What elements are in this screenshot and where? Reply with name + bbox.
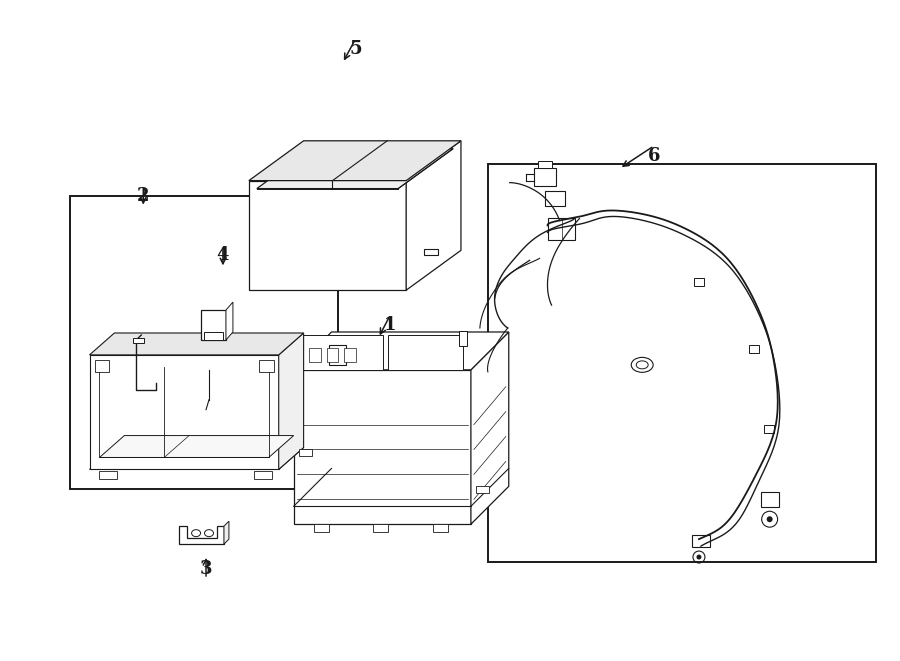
Bar xyxy=(276,288,294,295)
Text: 2: 2 xyxy=(137,186,149,204)
Polygon shape xyxy=(226,302,233,340)
Polygon shape xyxy=(459,331,467,346)
Ellipse shape xyxy=(328,362,346,368)
Polygon shape xyxy=(313,524,328,532)
Text: 4: 4 xyxy=(217,247,230,264)
Bar xyxy=(694,278,704,286)
Circle shape xyxy=(767,516,772,522)
Polygon shape xyxy=(388,335,463,370)
Polygon shape xyxy=(201,310,226,340)
Polygon shape xyxy=(328,345,346,365)
Polygon shape xyxy=(293,370,471,524)
Polygon shape xyxy=(760,492,778,507)
Polygon shape xyxy=(327,348,338,362)
Polygon shape xyxy=(692,535,710,547)
Polygon shape xyxy=(94,360,110,372)
Polygon shape xyxy=(476,486,489,493)
Polygon shape xyxy=(374,524,388,532)
Bar xyxy=(69,196,338,489)
Polygon shape xyxy=(293,332,508,370)
Polygon shape xyxy=(100,471,117,479)
Polygon shape xyxy=(424,249,438,255)
Polygon shape xyxy=(309,348,320,362)
Polygon shape xyxy=(89,333,303,355)
Polygon shape xyxy=(248,141,461,180)
Polygon shape xyxy=(471,332,508,524)
Polygon shape xyxy=(302,335,383,370)
Polygon shape xyxy=(279,333,303,469)
Bar xyxy=(488,164,877,562)
Polygon shape xyxy=(537,161,552,168)
Ellipse shape xyxy=(331,342,344,348)
Polygon shape xyxy=(179,526,224,544)
Polygon shape xyxy=(224,521,229,544)
Text: 5: 5 xyxy=(349,40,362,58)
Polygon shape xyxy=(89,447,303,469)
Text: 1: 1 xyxy=(384,316,397,334)
Polygon shape xyxy=(534,168,555,186)
Polygon shape xyxy=(89,355,279,469)
Polygon shape xyxy=(100,436,293,457)
Polygon shape xyxy=(299,449,311,457)
Polygon shape xyxy=(547,219,575,241)
Polygon shape xyxy=(259,360,274,372)
Polygon shape xyxy=(248,180,406,290)
Text: 6: 6 xyxy=(648,147,661,165)
Polygon shape xyxy=(204,332,223,340)
Polygon shape xyxy=(345,348,356,362)
Bar xyxy=(749,345,759,353)
Text: 3: 3 xyxy=(200,560,212,578)
Circle shape xyxy=(697,555,701,559)
Polygon shape xyxy=(544,190,564,206)
Polygon shape xyxy=(433,524,448,532)
Polygon shape xyxy=(256,149,453,188)
Bar xyxy=(764,424,774,432)
Polygon shape xyxy=(406,141,461,290)
Polygon shape xyxy=(254,471,272,479)
Polygon shape xyxy=(133,338,144,343)
